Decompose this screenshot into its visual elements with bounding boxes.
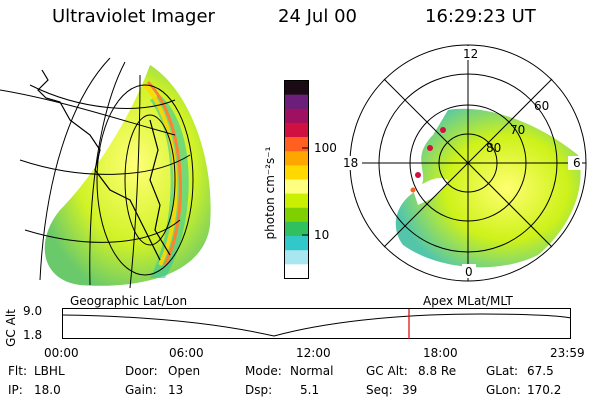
colorbar-tick-10: 10 [314,228,330,242]
lat-label-80: 80 [486,141,501,155]
glon-label: GLon: [486,383,521,397]
ip-label: IP: [8,383,23,397]
seq-label: Seq: [366,383,393,397]
colorbar-swatch [284,80,309,96]
apex-panel-label: Apex MLat/MLT [423,294,513,308]
date-label: 24 Jul 00 [278,6,357,27]
colorbar-swatch [284,137,309,152]
instrument-title: Ultraviolet Imager [52,6,215,27]
colorbar-swatch [284,122,309,138]
ip-value: 18.0 [34,383,61,397]
geographic-image [0,57,211,289]
timeline-xtick-0600: 06:00 [169,346,204,360]
timeline-ytick-9: 9.0 [23,304,43,318]
timeline-xtick-0000: 00:00 [44,346,79,360]
colorbar-swatch [284,151,309,166]
mlt-label-18: 18 [343,156,358,170]
geographic-panel-label: Geographic Lat/Lon [70,294,188,308]
mode-value: Normal [290,364,334,378]
gcalt-value: 8.8 Re [418,364,457,378]
colorbar-swatch [284,264,309,279]
timeline-ytick-1.8: 1.8 [23,328,43,342]
seq-value: 39 [402,383,418,397]
gain-label: Gain: [125,383,157,397]
polar-mlat-mlt-plot: 12 18 6 0 60 70 80 [340,44,587,282]
mlt-label-6: 6 [573,156,581,170]
lat-label-70: 70 [510,123,525,137]
colorbar-unit-label: photon cm⁻²s⁻¹ [263,146,277,240]
colorbar-swatch [284,165,309,180]
mode-label: Mode: [245,364,282,378]
colorbar-swatch [284,193,309,209]
colorbar-swatch [284,108,309,124]
mlt-label-0: 0 [465,265,473,279]
timeline-axis-label: GC Alt [4,309,18,347]
dsp-value: 5.1 [300,383,320,397]
timeline-xtick-2359: 23:59 [550,346,585,360]
gcalt-label: GC Alt: [366,364,408,378]
colorbar [284,80,309,279]
colorbar-swatch [284,179,309,195]
colorbar-swatch [284,221,309,237]
colorbar-swatch [284,207,309,223]
door-label: Door: [125,364,158,378]
glon-value: 170.2 [527,383,562,397]
dsp-label: Dsp: [245,383,273,397]
time-label: 16:29:23 UT [425,6,536,27]
glat-value: 67.5 [527,364,554,378]
colorbar-tick-100: 100 [314,141,337,155]
lat-label-60: 60 [534,99,549,113]
glat-label: GLat: [486,364,519,378]
colorbar-swatch [284,236,309,251]
timeline-xtick-1800: 18:00 [423,346,458,360]
colorbar-swatch [284,250,309,265]
altitude-timeline [62,308,572,339]
gain-value: 13 [168,383,184,397]
colorbar-swatch [284,94,309,110]
timeline-xtick-1200: 12:00 [296,346,331,360]
flt-label: Flt: [8,364,27,378]
flt-value: LBHL [34,364,65,378]
mlt-label-12: 12 [463,47,478,61]
door-value: Open [168,364,201,378]
